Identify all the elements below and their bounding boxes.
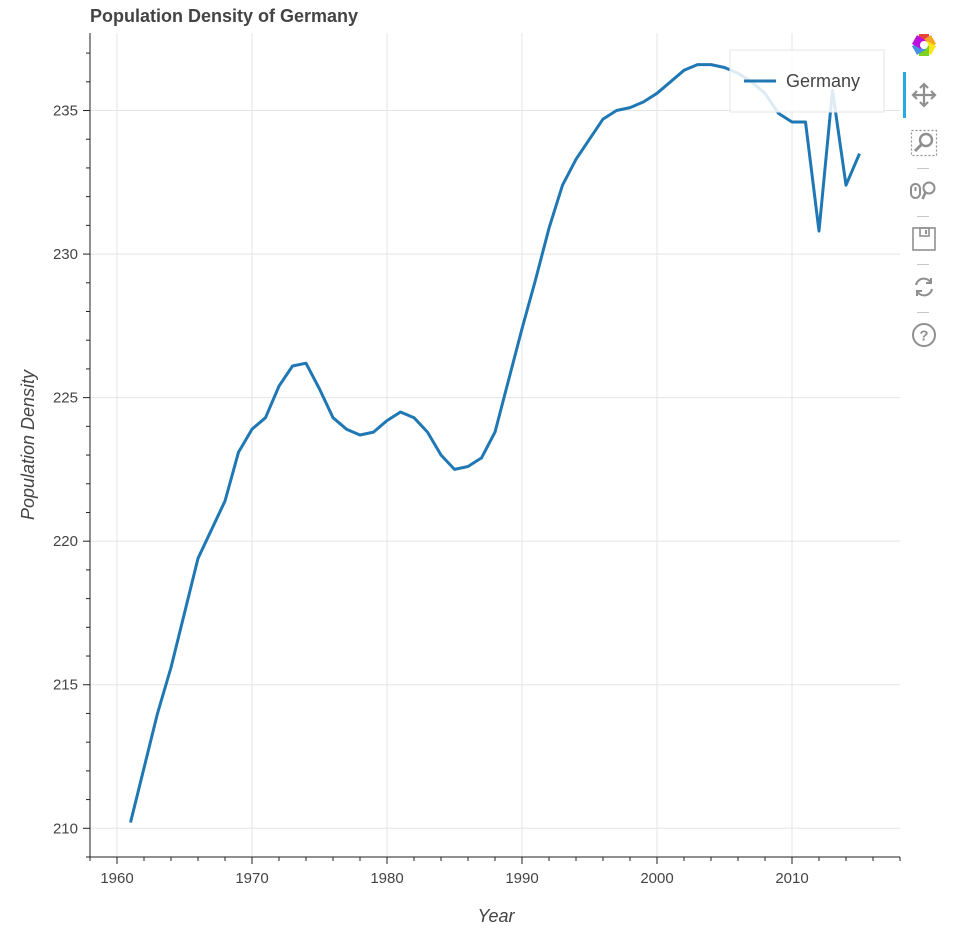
pan-icon[interactable] bbox=[909, 80, 939, 110]
x-tick-label: 1970 bbox=[235, 870, 268, 887]
axes: 1960 1970 1980 1990 2000 2010 210 215 220 225 230 2… bbox=[53, 33, 901, 887]
chart-title: Population Density of Germany bbox=[90, 6, 358, 26]
y-axis-label: Population Density bbox=[18, 369, 38, 520]
series-layer bbox=[129, 63, 861, 823]
reset-icon[interactable] bbox=[909, 272, 939, 302]
x-tick-label: 2010 bbox=[775, 870, 808, 887]
y-tick-label: 210 bbox=[53, 820, 78, 837]
toolbar-separator bbox=[917, 312, 929, 313]
save-icon[interactable] bbox=[909, 224, 939, 254]
y-tick-label: 220 bbox=[53, 533, 78, 550]
x-tick-label: 2000 bbox=[640, 870, 673, 887]
toolbar-separator bbox=[917, 216, 929, 217]
x-tick-label: 1960 bbox=[100, 870, 133, 887]
legend[interactable]: Germany bbox=[729, 49, 885, 113]
y-tick-label: 230 bbox=[53, 246, 78, 263]
toolbar-separator bbox=[917, 264, 929, 265]
y-tick-label: 225 bbox=[53, 390, 78, 407]
x-tick-label: 1990 bbox=[505, 870, 538, 887]
wheel-zoom-icon[interactable] bbox=[909, 176, 939, 206]
svg-text:?: ? bbox=[919, 328, 928, 345]
y-tick-label: 235 bbox=[53, 103, 78, 120]
box-zoom-icon[interactable] bbox=[909, 128, 939, 158]
legend-label[interactable]: Germany bbox=[786, 71, 860, 91]
grid bbox=[90, 33, 900, 857]
bokeh-logo-icon[interactable] bbox=[909, 30, 939, 60]
series-line-germany bbox=[129, 63, 861, 823]
active-tool-indicator bbox=[903, 72, 906, 118]
help-icon[interactable]: ? bbox=[909, 320, 939, 350]
y-tick-label: 215 bbox=[53, 677, 78, 694]
toolbar-separator bbox=[917, 168, 929, 169]
x-axis-label: Year bbox=[477, 906, 515, 926]
x-tick-label: 1980 bbox=[370, 870, 403, 887]
